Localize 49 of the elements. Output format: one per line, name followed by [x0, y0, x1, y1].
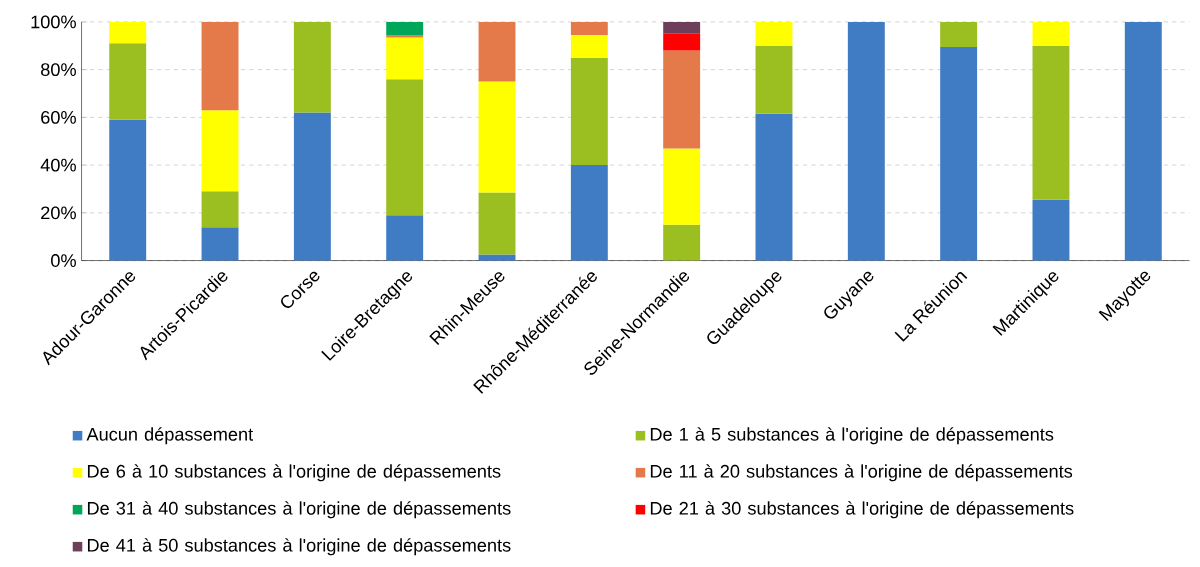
- legend-label: De 21 à 30 substances à l'origine de dépassements: [650, 501, 1074, 519]
- bar: [201, 227, 239, 261]
- bar: [940, 21, 978, 47]
- bar: [755, 21, 793, 46]
- bar: [109, 21, 147, 44]
- bar: [570, 57, 608, 166]
- y-tick-label: 100%: [31, 15, 76, 29]
- bar: [478, 21, 516, 82]
- bar: [293, 21, 331, 113]
- bar: [1124, 21, 1162, 261]
- bar: [755, 45, 793, 114]
- bar: [478, 81, 516, 193]
- bar: [940, 46, 978, 261]
- bar: [201, 21, 239, 111]
- bar: [293, 112, 331, 261]
- bar: [109, 119, 147, 261]
- bar: [570, 21, 608, 35]
- bar: [386, 79, 424, 216]
- legend-label: De 11 à 20 substances à l'origine de dépassements: [650, 464, 1073, 482]
- bar: [663, 50, 701, 149]
- bar: [201, 191, 239, 228]
- legend-label: De 1 à 5 substances à l'origine de dépassements: [650, 427, 1054, 445]
- legend-label: De 41 à 50 substances à l'origine de dépassements: [87, 538, 511, 556]
- bar: [478, 254, 516, 261]
- bar: [663, 148, 701, 225]
- y-tick-label: 80%: [41, 63, 76, 76]
- y-tick-label: 40%: [40, 158, 76, 172]
- bar: [663, 224, 701, 261]
- y-tick-label: 20%: [41, 206, 76, 220]
- bar: [109, 43, 147, 120]
- bar: [201, 110, 239, 192]
- bar: [663, 33, 701, 51]
- bar: [386, 215, 424, 261]
- bar: [1032, 45, 1070, 200]
- bar: [386, 21, 424, 36]
- bar: [755, 113, 793, 261]
- legend-label: De 31 à 40 substances à l'origine de dépassements: [87, 501, 511, 519]
- bar: [1032, 199, 1070, 261]
- legend-label: De 6 à 10 substances à l'origine de dépassements: [87, 464, 501, 482]
- bar: [1032, 21, 1070, 46]
- bar: [478, 192, 516, 255]
- bar: [570, 165, 608, 261]
- legend-label: Aucun dépassement: [86, 427, 254, 445]
- bar: [570, 34, 608, 58]
- bar: [847, 21, 885, 261]
- bar: [663, 21, 701, 34]
- y-tick-label: 60%: [41, 110, 76, 124]
- bar: [386, 37, 424, 80]
- y-tick-label: 0%: [51, 254, 76, 267]
